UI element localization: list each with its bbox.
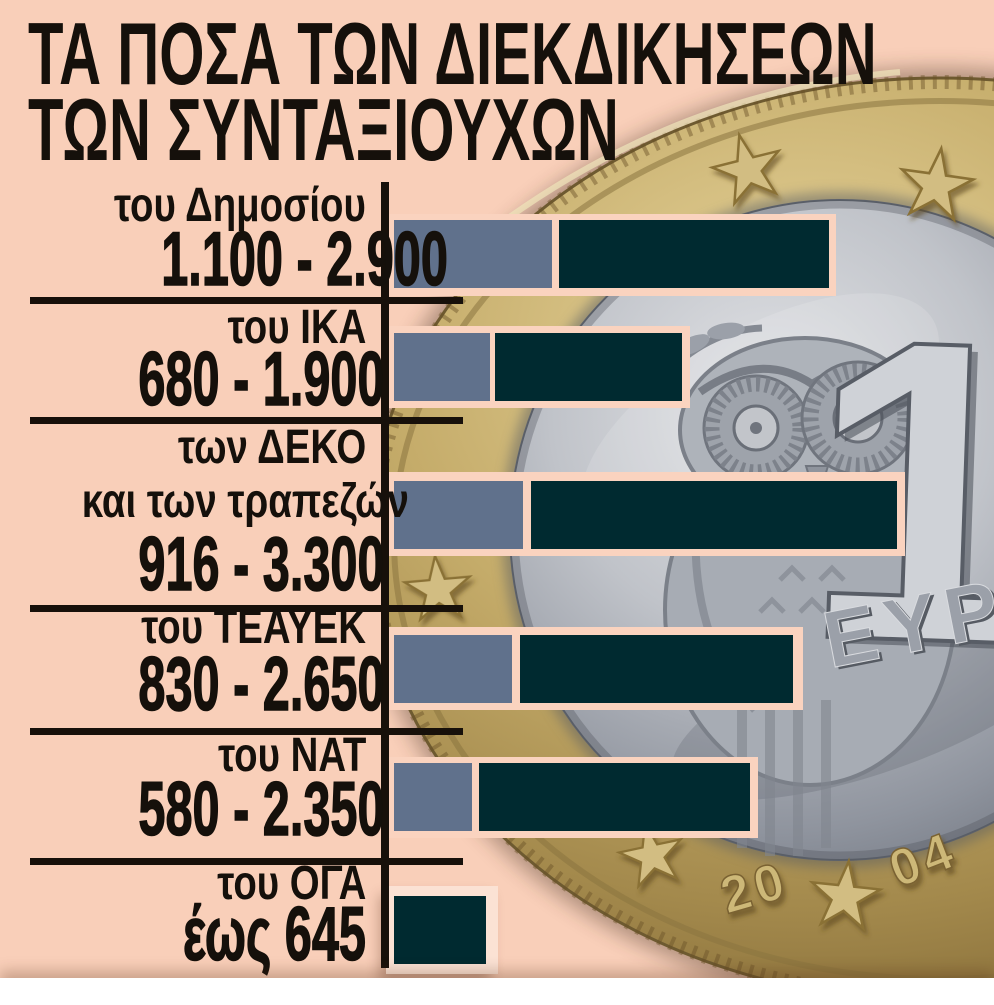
- row-value-deko: 916 - 3.300: [138, 522, 385, 607]
- row-value-oga: έως 645: [183, 892, 367, 977]
- row-label-dimosiou: του Δημοσίου: [114, 179, 366, 232]
- bar-min-teayek: [394, 635, 512, 703]
- bar-max-ika: [495, 333, 682, 401]
- bottom-white-strip: [0, 978, 994, 1005]
- bar-max-nat: [479, 763, 750, 831]
- bar-min-ika: [394, 333, 490, 401]
- row-label-oga: του ΟΓΑ: [216, 857, 366, 910]
- row-divider: [30, 605, 463, 612]
- row-divider: [30, 858, 463, 865]
- page-title-line2: ΤΩΝ ΣΥΝΤΑΞΙΟΥΧΩΝ: [28, 80, 619, 179]
- bar-max-deko: [531, 481, 897, 549]
- row-value-teayek: 830 - 2.650: [138, 642, 385, 727]
- row-divider: [30, 728, 463, 735]
- row-label-nat: του ΝΑΤ: [217, 729, 366, 782]
- axis-line: [381, 182, 389, 968]
- bar-min-deko: [394, 481, 523, 549]
- row-label-ika: του ΙΚΑ: [227, 301, 366, 354]
- row-label-deko-line1: των ΔΕΚΟ: [177, 421, 366, 474]
- row-label-teayek: του ΤΕΑΥΕΚ: [141, 601, 366, 654]
- bar-max-dimosiou: [559, 220, 829, 288]
- row-value-dimosiou: 1.100 - 2.900: [161, 217, 449, 302]
- bar-max-teayek: [520, 635, 793, 703]
- bar-min-dimosiou: [394, 220, 552, 288]
- page-title-line1: ΤΑ ΠΟΣΑ ΤΩΝ ΔΙΕΚΔΙΚΗΣΕΩΝ: [28, 4, 877, 103]
- row-divider: [30, 417, 463, 424]
- row-value-nat: 580 - 2.350: [138, 767, 385, 852]
- row-value-ika: 680 - 1.900: [138, 337, 385, 422]
- label-column-background: [0, 0, 381, 978]
- row-label-deko-line2: και των τραπεζών: [81, 475, 409, 528]
- row-divider: [30, 297, 463, 304]
- bar-min-nat: [394, 763, 472, 831]
- bar-max-oga: [394, 896, 486, 964]
